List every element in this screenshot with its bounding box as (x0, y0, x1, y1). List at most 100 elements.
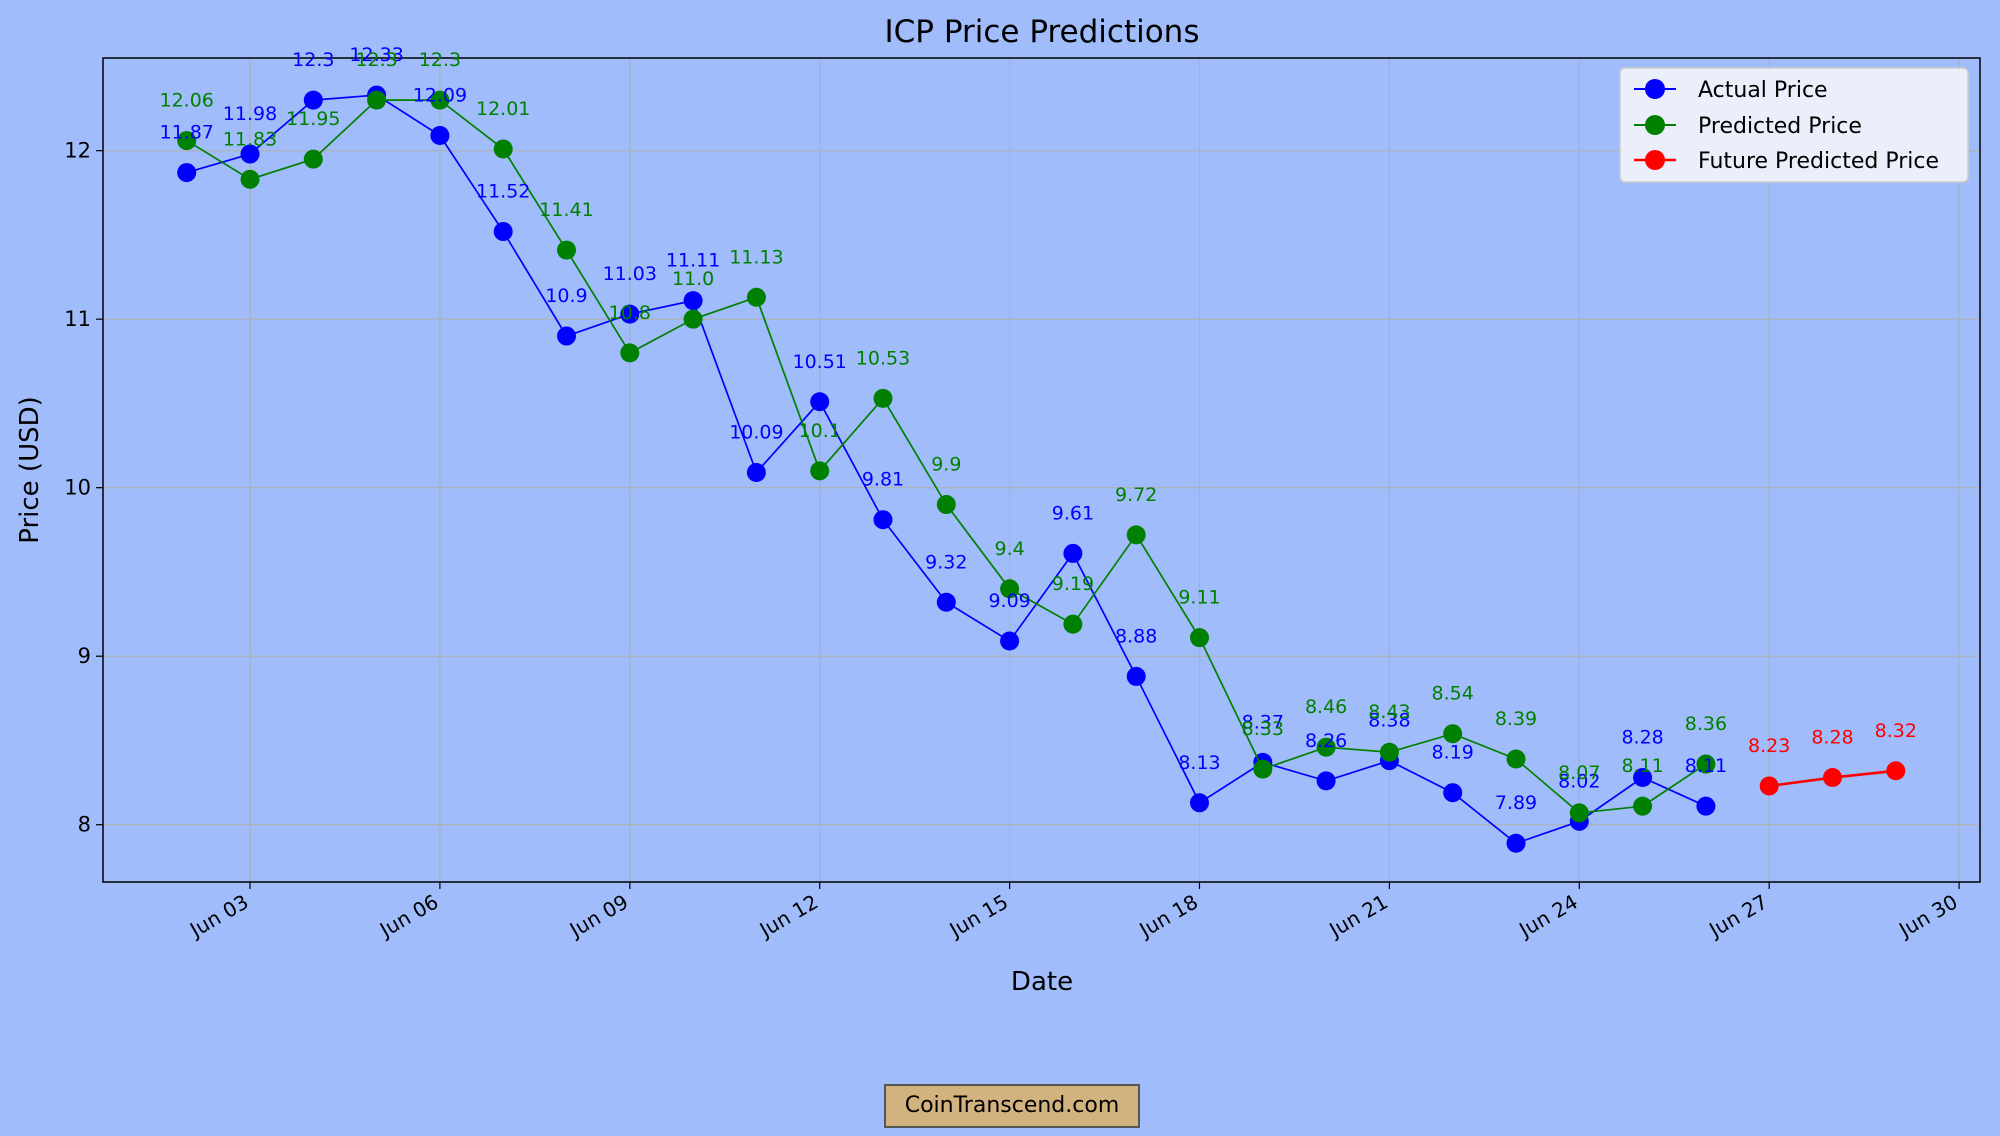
data-label-predicted: 8.36 (1685, 713, 1727, 735)
data-point-predicted (367, 90, 387, 110)
y-tick-label: 12 (64, 139, 91, 163)
data-point-predicted (1000, 579, 1020, 599)
data-point-predicted (557, 240, 576, 260)
data-label-actual: 11.11 (666, 250, 720, 272)
data-point-predicted (1506, 749, 1526, 769)
data-label-actual: 11.03 (603, 263, 657, 285)
data-label-actual: 9.09 (988, 590, 1030, 612)
data-point-predicted (177, 131, 197, 151)
data-point-future (1823, 768, 1842, 788)
data-label-predicted: 9.4 (994, 538, 1024, 560)
x-axis-label: Date (1011, 967, 1073, 997)
legend-entry-future: Future Predicted Price (1634, 149, 1939, 174)
data-point-predicted (620, 343, 640, 363)
data-point-actual (1316, 771, 1336, 791)
data-point-actual (1506, 833, 1526, 853)
data-label-actual: 8.13 (1178, 752, 1220, 774)
data-point-predicted (1316, 737, 1336, 757)
data-label-actual: 8.26 (1305, 730, 1347, 752)
chart-title: ICP Price Predictions (885, 14, 1200, 50)
x-tick-label: Jun 18 (1134, 890, 1202, 943)
data-point-predicted (1253, 759, 1273, 779)
data-point-future (1886, 761, 1906, 781)
data-point-predicted (683, 309, 703, 329)
data-point-actual (1063, 543, 1083, 563)
data-label-actual: 11.87 (159, 122, 213, 144)
data-label-predicted: 8.43 (1368, 701, 1410, 723)
data-point-predicted (746, 287, 766, 307)
data-label-predicted: 9.9 (931, 454, 961, 476)
data-point-actual (810, 392, 830, 412)
legend-entry-actual: Actual Price (1634, 78, 1828, 103)
data-label-actual: 12.09 (413, 85, 467, 107)
series-future (1759, 761, 1906, 796)
data-point-predicted (1379, 742, 1399, 762)
data-label-predicted: 8.54 (1432, 683, 1474, 705)
data-point-actual (493, 222, 513, 242)
x-tick-label: Jun 09 (564, 890, 632, 943)
data-point-predicted (430, 90, 450, 110)
data-label-actual: 8.28 (1621, 727, 1663, 749)
data-point-predicted (303, 149, 323, 169)
legend-entry-predicted: Predicted Price (1634, 114, 1862, 139)
data-label-predicted: 8.33 (1242, 718, 1284, 740)
series-layer (177, 85, 1906, 853)
data-label-actual: 10.09 (729, 422, 783, 444)
data-point-predicted (1190, 628, 1209, 648)
data-point-actual (240, 144, 260, 164)
data-label-predicted: 12.3 (419, 49, 461, 71)
data-label-predicted: 10.1 (799, 420, 841, 442)
x-tick-label: Jun 30 (1893, 890, 1961, 943)
data-label-actual: 8.37 (1242, 711, 1284, 733)
x-tick-label: Jun 24 (1513, 890, 1581, 943)
data-label-predicted: 8.46 (1305, 696, 1347, 718)
data-label-actual: 9.61 (1052, 502, 1094, 524)
legend: Actual Price Predicted Price Future Pred… (1619, 67, 1969, 183)
data-label-actual: 9.32 (925, 551, 967, 573)
series-predicted (177, 90, 1716, 823)
x-tick-label: Jun 06 (374, 890, 442, 943)
data-point-predicted (1633, 796, 1653, 816)
data-label-predicted: 9.11 (1178, 587, 1220, 609)
data-point-predicted (810, 461, 830, 481)
data-label-future: 8.28 (1811, 727, 1853, 749)
data-label-actual: 9.81 (862, 469, 904, 491)
data-point-actual (746, 463, 766, 483)
data-label-actual: 10.9 (545, 285, 587, 307)
data-label-predicted: 10.53 (856, 347, 910, 369)
data-point-predicted (1443, 724, 1463, 744)
x-tick-label: Jun 21 (1324, 890, 1392, 943)
data-label-actual: 8.38 (1368, 710, 1410, 732)
data-label-predicted: 8.07 (1558, 762, 1600, 784)
data-point-actual (1000, 631, 1020, 651)
data-point-actual (620, 304, 640, 324)
data-point-actual (1126, 666, 1146, 686)
data-point-actual (873, 510, 893, 530)
watermark-badge: CoinTranscend.com (884, 1084, 1140, 1128)
data-label-predicted: 8.11 (1621, 755, 1663, 777)
data-label-predicted: 12.06 (159, 90, 213, 112)
data-point-actual (177, 163, 197, 183)
data-label-future: 8.23 (1748, 735, 1790, 757)
data-label-predicted: 9.72 (1115, 484, 1157, 506)
data-label-actual: 12.3 (292, 49, 334, 71)
data-label-actual: 11.98 (223, 103, 277, 125)
data-point-actual (303, 90, 323, 110)
data-point-predicted (936, 495, 956, 515)
data-point-actual (1633, 768, 1653, 788)
data-point-future (1759, 776, 1779, 796)
legend-label-predicted: Predicted Price (1698, 114, 1862, 139)
legend-marker-predicted (1645, 115, 1665, 135)
y-tick-label: 10 (64, 476, 91, 500)
data-label-predicted: 11.13 (729, 246, 783, 268)
data-label-predicted: 12.01 (476, 98, 530, 120)
data-label-predicted: 11.83 (223, 128, 277, 150)
y-tick-label: 11 (64, 307, 91, 331)
data-point-actual (1190, 793, 1209, 813)
x-tick-label: Jun 12 (754, 890, 822, 943)
data-label-predicted: 12.3 (355, 49, 397, 71)
data-point-actual (936, 592, 956, 612)
x-ticks: Jun 03 Jun 06 Jun 09 Jun 12 Jun 15 Jun 18 Jun … (184, 882, 1962, 943)
legend-label-future: Future Predicted Price (1698, 149, 1939, 174)
data-label-predicted: 10.8 (609, 302, 651, 324)
